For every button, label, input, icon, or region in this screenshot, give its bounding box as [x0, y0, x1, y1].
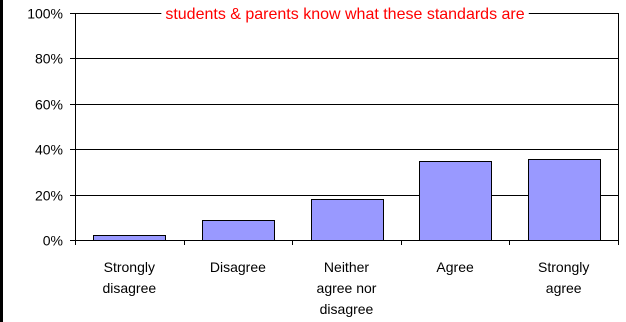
- y-tick-label: 0%: [43, 233, 63, 249]
- bar: [419, 161, 492, 241]
- y-tick-label: 60%: [35, 97, 63, 113]
- x-category-label-line: disagree: [320, 301, 374, 317]
- y-tick-label: 80%: [35, 51, 63, 67]
- x-category-label-line: Agree: [436, 259, 474, 275]
- x-category-label: Agree: [436, 259, 474, 275]
- y-tick-label: 100%: [27, 6, 63, 22]
- x-category-labels: Strongly disagree Disagree Neither agree nor…: [102, 259, 589, 317]
- chart-title: students & parents know what these stand…: [165, 6, 524, 23]
- bar: [528, 159, 601, 241]
- x-category-label: Neither agree nor disagree: [317, 259, 377, 317]
- x-category-label-line: Disagree: [210, 259, 266, 275]
- y-tick-label: 20%: [35, 188, 63, 204]
- bars: [93, 159, 601, 241]
- x-category-label-line: disagree: [102, 280, 156, 296]
- x-category-label-line: agree: [546, 280, 582, 296]
- bar: [311, 199, 384, 241]
- chart-title-group: students & parents know what these stand…: [161, 6, 529, 23]
- left-border-rule: [0, 0, 3, 322]
- y-tick-labels: 0% 20% 40% 60% 80% 100%: [27, 6, 63, 249]
- x-category-label-line: agree nor: [317, 280, 377, 296]
- x-category-label-line: Neither: [324, 259, 369, 275]
- bar: [93, 235, 166, 241]
- y-tick-label: 40%: [35, 142, 63, 158]
- x-category-label-line: Strongly: [104, 259, 155, 275]
- bar: [202, 220, 275, 241]
- x-category-label: Strongly agree: [538, 259, 589, 296]
- chart-title-background: [161, 6, 529, 23]
- x-category-label: Strongly disagree: [102, 259, 156, 296]
- x-category-label-line: Strongly: [538, 259, 589, 275]
- x-category-label: Disagree: [210, 259, 266, 275]
